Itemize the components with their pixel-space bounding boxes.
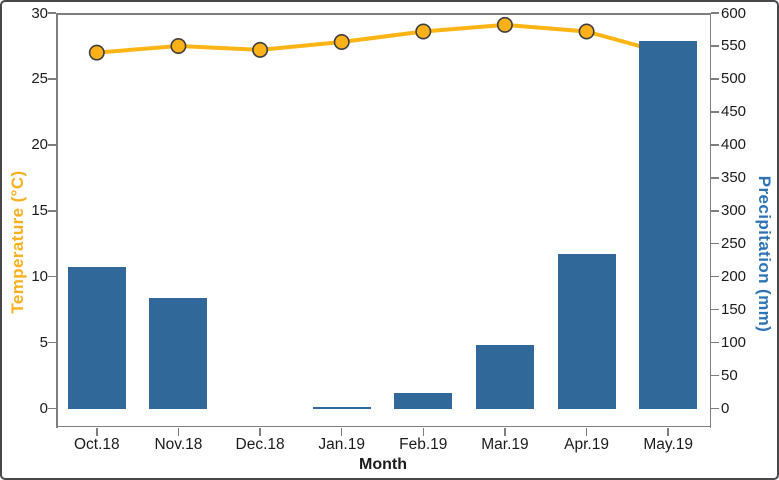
y-axis-left-tick: [48, 78, 56, 80]
x-axis-tick-label: Jan.19: [318, 436, 365, 453]
x-axis-tick: [504, 427, 506, 436]
y-axis-left-tick: [48, 275, 56, 278]
y-axis-right-tick: [710, 308, 719, 311]
x-axis-tick: [177, 427, 180, 436]
temperature-marker: [415, 23, 432, 40]
y-axis-right-tick-label: 100: [721, 334, 747, 352]
y-axis-right-tick: [710, 407, 719, 410]
y-axis-left-tick: [48, 210, 56, 212]
precipitation-bar: [557, 253, 616, 409]
precipitation-bar: [394, 392, 453, 409]
x-axis-tick-label: Apr.19: [564, 436, 609, 453]
temperature-marker: [88, 44, 105, 61]
x-axis-tick-label: Mar.19: [481, 436, 529, 453]
top-spine: [56, 13, 711, 15]
x-axis-tick-label: Oct.18: [73, 436, 120, 453]
temperature-line: [94, 22, 671, 56]
y-axis-right-tick-label: 400: [721, 136, 747, 154]
y-axis-right-tick: [710, 78, 719, 80]
y-axis-right-tick: [710, 177, 719, 179]
y-axis-right-tick-label: 150: [721, 301, 747, 319]
x-axis-tick: [96, 427, 98, 436]
x-axis-tick: [585, 427, 588, 436]
y-axis-right-tick-label: 550: [721, 37, 747, 55]
y-axis-right-tick-label: 300: [721, 202, 747, 220]
precipitation-bar: [149, 297, 208, 409]
x-axis-tick-label: Nov.18: [154, 436, 203, 453]
x-axis-title: Month: [359, 456, 407, 473]
x-axis-tick-label: Feb.19: [399, 436, 448, 453]
x-axis-tick: [422, 427, 425, 436]
y-axis-right-tick: [710, 210, 719, 212]
y-axis-right-tick-label: 450: [721, 103, 747, 121]
right-axis-title: Precipitation (mm): [755, 175, 774, 333]
y-axis-left-tick: [48, 12, 56, 14]
y-axis-left-tick: [48, 144, 56, 146]
left-spine: [56, 13, 58, 428]
y-axis-right-tick-label: 250: [721, 235, 747, 253]
y-axis-left-tick-label: 20: [31, 136, 48, 154]
temperature-marker: [333, 33, 350, 50]
y-axis-right-tick-label: 500: [721, 70, 747, 88]
y-axis-right-tick-label: 350: [721, 169, 747, 187]
y-axis-right-tick: [710, 111, 719, 113]
x-axis-tick-label: May.19: [643, 436, 694, 453]
y-axis-left-tick: [48, 407, 56, 410]
y-axis-left-tick-label: 25: [31, 70, 48, 88]
y-axis-left-tick-label: 5: [39, 334, 48, 352]
y-axis-right-tick: [710, 242, 719, 245]
y-axis-right-tick-label: 600: [721, 4, 747, 22]
y-axis-right-tick-label: 50: [721, 367, 738, 385]
y-axis-right-tick-label: 200: [721, 268, 747, 286]
x-axis-tick-label: Dec.18: [235, 436, 285, 453]
precipitation-bar: [475, 344, 534, 409]
y-axis-left-tick-label: 10: [31, 268, 48, 286]
x-axis-tick: [340, 427, 343, 436]
y-axis-right-tick: [710, 12, 719, 14]
temperature-marker: [578, 23, 595, 40]
y-axis-left-tick-label: 30: [31, 4, 48, 22]
y-axis-right-tick: [710, 144, 719, 146]
precipitation-bar: [312, 406, 371, 409]
y-axis-left-tick-label: 15: [31, 202, 48, 220]
temperature-marker: [170, 37, 187, 54]
temperature-marker: [496, 16, 513, 33]
y-axis-left-tick-label: 0: [39, 400, 48, 417]
y-axis-right-tick: [710, 374, 719, 377]
temperature-marker: [252, 41, 269, 58]
y-axis-right-tick: [710, 45, 719, 47]
x-axis-tick: [259, 427, 261, 436]
y-axis-left-tick: [48, 341, 56, 344]
precipitation-bar: [67, 266, 126, 409]
y-axis-right-tick: [710, 275, 719, 278]
y-axis-right-tick: [710, 341, 719, 344]
left-axis-title: Temperature (°C): [8, 170, 27, 314]
bottom-spine: [56, 425, 711, 427]
plot-area: [56, 13, 710, 426]
x-axis-tick: [667, 427, 669, 436]
precipitation-bar: [639, 40, 698, 409]
y-axis-right-tick-label: 0: [721, 400, 730, 417]
right-spine: [709, 13, 711, 428]
